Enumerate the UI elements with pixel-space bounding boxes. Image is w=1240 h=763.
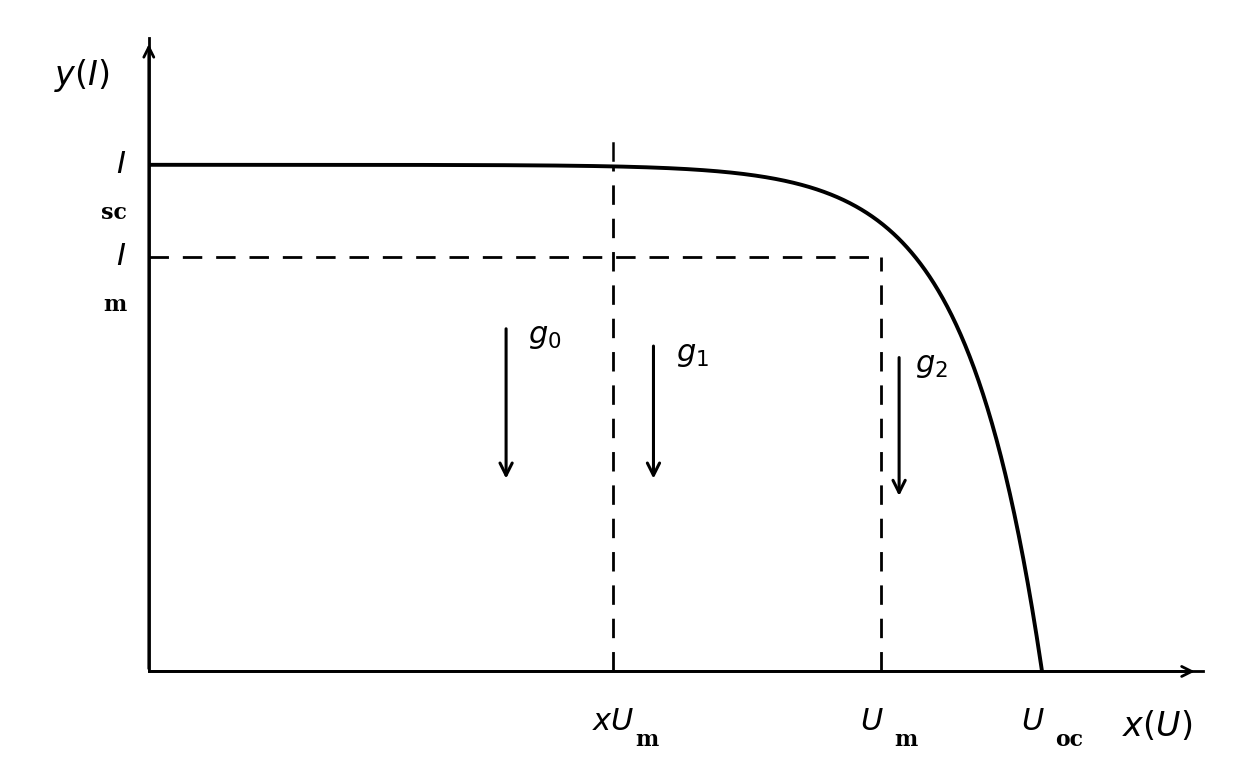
Text: $y(I)$: $y(I)$ bbox=[55, 57, 109, 94]
Text: $I$: $I$ bbox=[117, 241, 126, 272]
Text: m: m bbox=[894, 729, 918, 751]
Text: $x(U)$: $x(U)$ bbox=[1122, 709, 1193, 743]
Text: m: m bbox=[636, 729, 658, 751]
Text: m: m bbox=[103, 295, 126, 317]
Text: $g_2$: $g_2$ bbox=[915, 349, 949, 380]
Text: $g_1$: $g_1$ bbox=[676, 337, 709, 369]
Text: $xU$: $xU$ bbox=[591, 706, 635, 737]
Text: oc: oc bbox=[1055, 729, 1084, 751]
Text: $I$: $I$ bbox=[117, 150, 126, 180]
Text: sc: sc bbox=[100, 202, 126, 224]
Text: $U$: $U$ bbox=[861, 706, 884, 737]
Text: $U$: $U$ bbox=[1022, 706, 1045, 737]
Text: $g_0$: $g_0$ bbox=[528, 320, 562, 351]
